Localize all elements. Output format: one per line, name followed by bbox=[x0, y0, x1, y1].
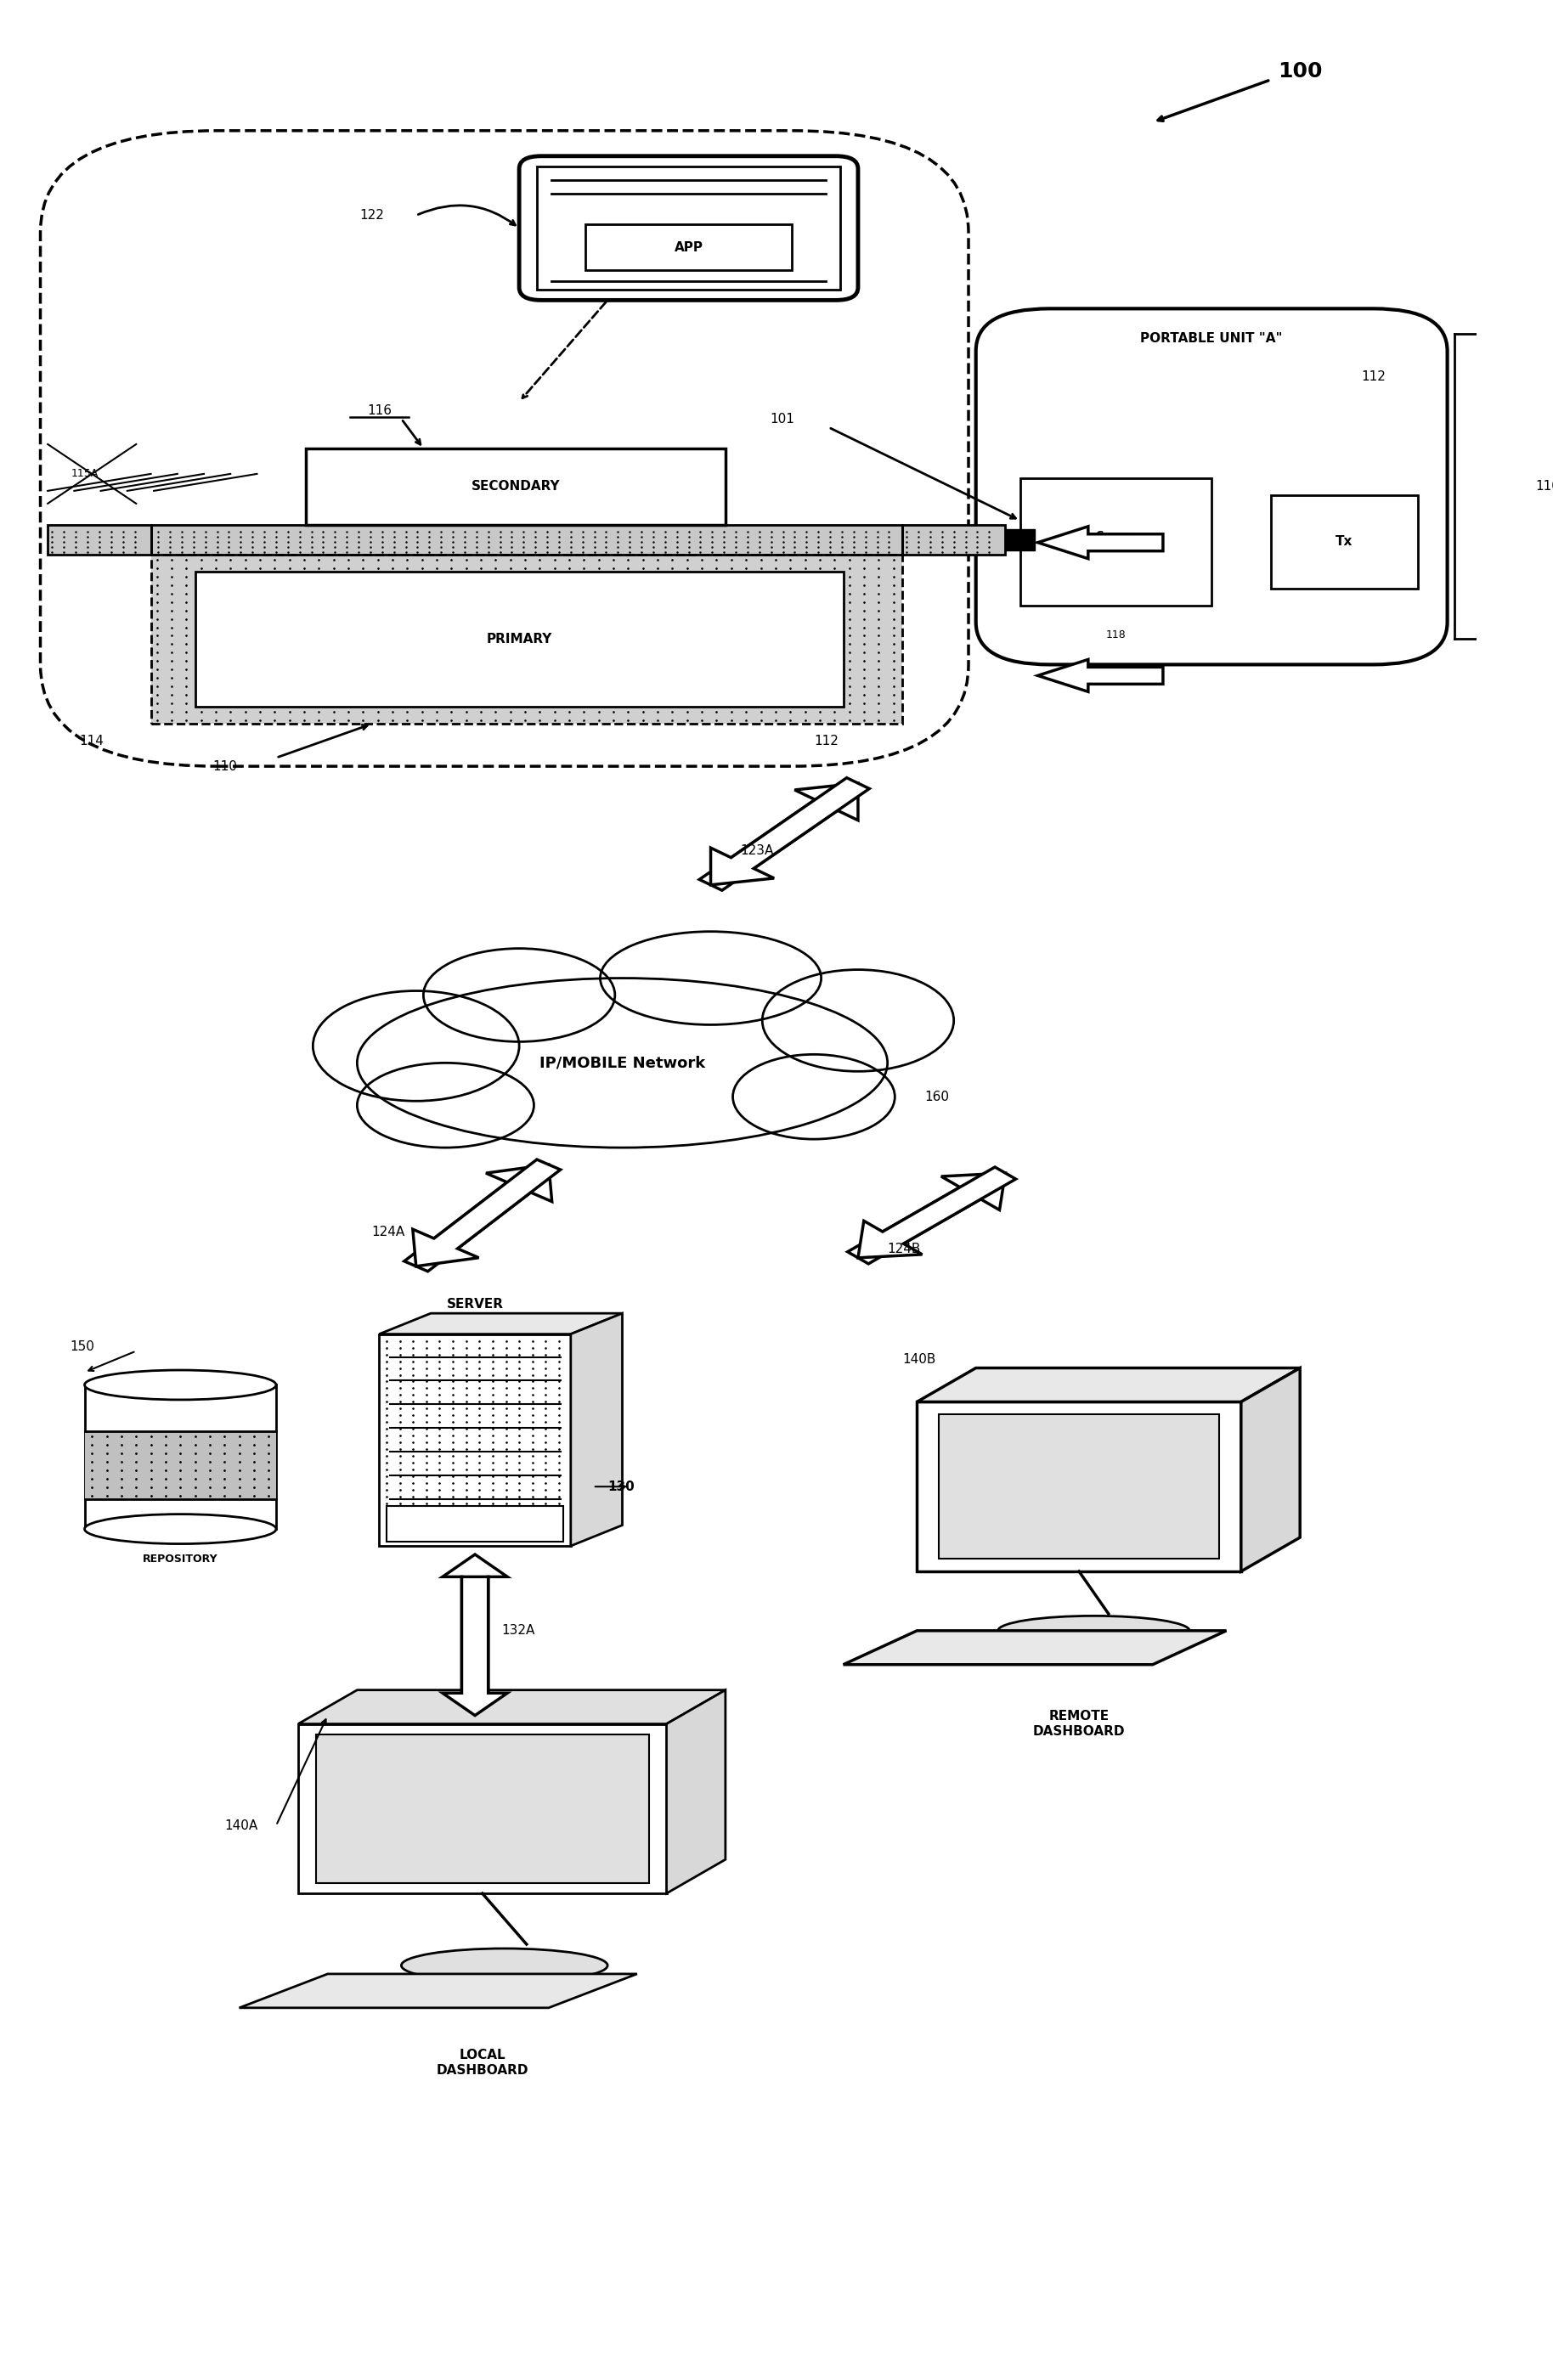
Text: 124B: 124B bbox=[887, 1242, 921, 1257]
Text: 150: 150 bbox=[70, 1340, 95, 1354]
Bar bbox=[151, 555, 902, 724]
FancyBboxPatch shape bbox=[519, 157, 857, 300]
Text: 115A: 115A bbox=[71, 469, 98, 478]
Ellipse shape bbox=[84, 1371, 276, 1399]
Bar bbox=[902, 524, 1005, 555]
Ellipse shape bbox=[424, 950, 615, 1042]
Polygon shape bbox=[379, 1314, 623, 1335]
Text: Tx: Tx bbox=[1336, 536, 1353, 547]
Polygon shape bbox=[848, 1173, 1005, 1264]
Text: 110: 110 bbox=[1536, 481, 1553, 493]
Polygon shape bbox=[857, 1166, 1016, 1257]
Polygon shape bbox=[843, 1630, 1227, 1664]
Text: 100: 100 bbox=[1278, 62, 1322, 81]
Ellipse shape bbox=[357, 1064, 534, 1147]
Text: 122: 122 bbox=[360, 209, 384, 221]
Polygon shape bbox=[1037, 526, 1163, 559]
FancyBboxPatch shape bbox=[975, 309, 1447, 664]
Bar bbox=[379, 1335, 572, 1547]
Polygon shape bbox=[916, 1402, 1241, 1571]
Polygon shape bbox=[443, 1578, 508, 1716]
Ellipse shape bbox=[84, 1514, 276, 1545]
Text: REPOSITORY: REPOSITORY bbox=[143, 1554, 217, 1564]
Text: 140B: 140B bbox=[902, 1354, 935, 1366]
Ellipse shape bbox=[312, 990, 519, 1102]
Ellipse shape bbox=[401, 1949, 607, 1983]
Ellipse shape bbox=[733, 1054, 895, 1140]
Polygon shape bbox=[699, 783, 857, 890]
Text: 112: 112 bbox=[814, 735, 839, 747]
Bar bbox=[902, 524, 1005, 555]
Bar bbox=[585, 224, 792, 271]
Polygon shape bbox=[443, 1554, 508, 1692]
Ellipse shape bbox=[357, 978, 887, 1147]
Bar bbox=[537, 167, 840, 290]
Bar bbox=[196, 571, 843, 707]
Text: IP/MOBILE Network: IP/MOBILE Network bbox=[539, 1054, 705, 1071]
Text: Comm.
Module: Comm. Module bbox=[1093, 531, 1138, 555]
Bar bbox=[84, 1430, 276, 1499]
Bar bbox=[151, 524, 902, 555]
Text: 110: 110 bbox=[213, 759, 236, 774]
Polygon shape bbox=[916, 1368, 1300, 1402]
Polygon shape bbox=[1241, 1368, 1300, 1571]
Polygon shape bbox=[298, 1723, 666, 1894]
Bar bbox=[84, 1385, 276, 1528]
Ellipse shape bbox=[763, 969, 954, 1071]
Bar bbox=[306, 447, 725, 524]
Polygon shape bbox=[1037, 659, 1163, 693]
Bar bbox=[1270, 495, 1418, 588]
Polygon shape bbox=[239, 1973, 637, 2009]
Text: REMOTE
DASHBOARD: REMOTE DASHBOARD bbox=[1033, 1711, 1124, 1737]
Bar bbox=[151, 524, 902, 555]
Bar bbox=[387, 1507, 564, 1542]
Ellipse shape bbox=[599, 931, 822, 1026]
Text: SECONDARY: SECONDARY bbox=[471, 481, 561, 493]
Text: 114: 114 bbox=[79, 735, 104, 747]
Bar bbox=[151, 555, 902, 724]
Bar bbox=[1005, 528, 1034, 550]
Polygon shape bbox=[711, 778, 870, 885]
Polygon shape bbox=[572, 1314, 623, 1547]
Text: PORTABLE UNIT "A": PORTABLE UNIT "A" bbox=[1140, 331, 1283, 345]
Text: 132A: 132A bbox=[502, 1623, 534, 1637]
Polygon shape bbox=[298, 1690, 725, 1723]
Text: SERVER: SERVER bbox=[447, 1297, 503, 1311]
Text: PRIMARY: PRIMARY bbox=[486, 633, 551, 645]
Bar bbox=[48, 524, 151, 555]
Text: LOCAL
DASHBOARD: LOCAL DASHBOARD bbox=[436, 2049, 528, 2078]
Text: 123A: 123A bbox=[741, 845, 773, 857]
Text: 112: 112 bbox=[1362, 369, 1385, 383]
Text: 160: 160 bbox=[924, 1090, 949, 1104]
Bar bbox=[1020, 478, 1211, 605]
Text: 101: 101 bbox=[770, 412, 794, 426]
Polygon shape bbox=[666, 1690, 725, 1894]
Text: 116: 116 bbox=[367, 405, 391, 416]
Polygon shape bbox=[404, 1164, 551, 1271]
Bar bbox=[940, 1414, 1219, 1559]
Text: 124A: 124A bbox=[371, 1226, 405, 1238]
Bar bbox=[48, 524, 151, 555]
Polygon shape bbox=[413, 1159, 561, 1266]
Bar bbox=[315, 1735, 649, 1883]
Text: 140A: 140A bbox=[225, 1818, 258, 1833]
Ellipse shape bbox=[999, 1616, 1190, 1645]
Text: APP: APP bbox=[674, 240, 704, 255]
Text: 130: 130 bbox=[607, 1480, 635, 1492]
Text: 118: 118 bbox=[1106, 628, 1126, 640]
